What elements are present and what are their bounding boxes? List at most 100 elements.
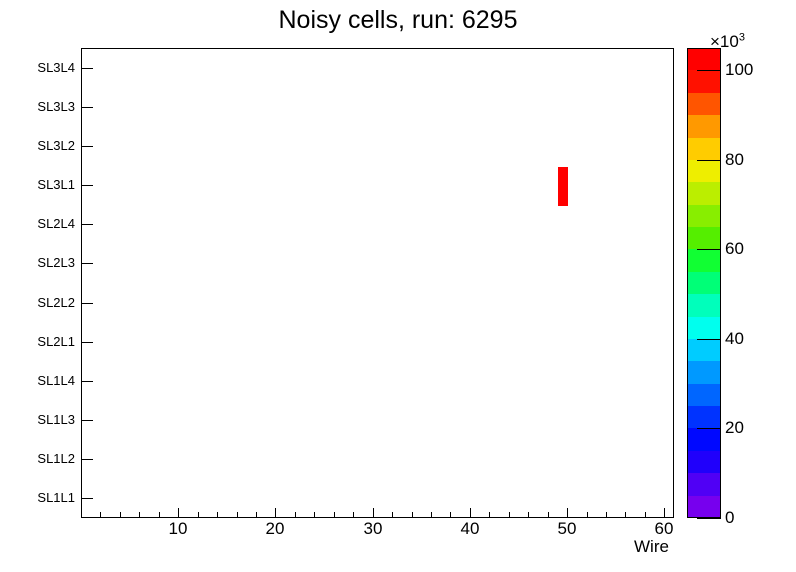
page-title: Noisy cells, run: 6295	[278, 6, 518, 34]
z-axis-tick	[697, 339, 721, 340]
x-axis-label-10: 10	[168, 519, 188, 538]
x-axis-minor-tick	[334, 512, 335, 518]
x-axis-title: Wire	[634, 537, 669, 556]
y-axis-tick	[81, 303, 93, 304]
z-axis-label-60: 60	[725, 239, 744, 258]
palette-band	[687, 361, 721, 384]
palette-band	[687, 294, 721, 317]
z-axis-label-20: 20	[725, 418, 744, 437]
y-axis-tick	[81, 68, 93, 69]
palette-band	[687, 227, 721, 250]
x-axis-label-30: 30	[363, 519, 383, 538]
z-axis-tick	[697, 518, 721, 519]
x-axis-minor-tick	[198, 512, 199, 518]
y-axis-label-sl3l2: SL3L2	[37, 138, 75, 153]
y-axis-tick	[81, 498, 93, 499]
x-axis-minor-tick	[120, 512, 121, 518]
y-axis-label-sl2l4: SL2L4	[37, 216, 75, 231]
y-axis-tick	[81, 459, 93, 460]
y-axis-label-sl3l4: SL3L4	[37, 60, 75, 75]
x-axis-minor-tick	[256, 512, 257, 518]
palette-band	[687, 204, 721, 227]
palette-band	[687, 92, 721, 116]
palette-band	[687, 428, 721, 451]
x-axis-minor-tick	[100, 512, 101, 518]
z-axis-label-0: 0	[725, 508, 735, 527]
palette-band	[687, 450, 721, 474]
x-axis-label-20: 20	[265, 519, 285, 538]
z-axis-label-100: 100	[725, 60, 754, 79]
y-axis-label-sl2l3: SL2L3	[37, 255, 75, 270]
y-axis-label-sl2l1: SL2L1	[37, 334, 75, 349]
x-axis-minor-tick	[450, 512, 451, 518]
palette-band	[687, 48, 721, 71]
y-axis-tick	[81, 263, 93, 264]
z-axis-exponent: ×103	[710, 31, 745, 51]
x-axis-minor-tick	[528, 512, 529, 518]
y-axis-label-sl1l1: SL1L1	[37, 490, 75, 505]
palette-band	[687, 249, 721, 272]
z-axis-tick	[697, 249, 721, 250]
plot-area	[82, 49, 673, 517]
x-axis-minor-tick	[217, 512, 218, 518]
z-axis-exponent-base: ×10	[710, 32, 739, 51]
x-axis-tick	[275, 508, 276, 518]
z-axis-tick	[697, 70, 721, 71]
x-axis-minor-tick	[237, 512, 238, 518]
z-axis-tick	[697, 428, 721, 429]
heatmap-cell[interactable]	[558, 167, 568, 206]
z-axis-label-80: 80	[725, 150, 744, 169]
x-axis-minor-tick	[587, 512, 588, 518]
x-axis-label-40: 40	[460, 519, 480, 538]
y-axis-tick	[81, 107, 93, 108]
x-axis-tick	[178, 508, 179, 518]
z-axis-tick	[697, 160, 721, 161]
y-axis-label-sl1l4: SL1L4	[37, 373, 75, 388]
x-axis-minor-tick	[509, 512, 510, 518]
palette-band	[687, 495, 721, 518]
x-axis-minor-tick	[645, 512, 646, 518]
x-axis-minor-tick	[295, 512, 296, 518]
x-axis-minor-tick	[314, 512, 315, 518]
x-axis-label-50: 50	[557, 519, 577, 538]
color-palette[interactable]	[687, 48, 721, 518]
x-axis-minor-tick	[548, 512, 549, 518]
x-axis-tick	[470, 508, 471, 518]
y-axis-tick	[81, 381, 93, 382]
y-axis-tick	[81, 224, 93, 225]
palette-band	[687, 70, 721, 93]
palette-band	[687, 383, 721, 406]
x-axis-minor-tick	[392, 512, 393, 518]
y-axis-label-sl1l3: SL1L3	[37, 412, 75, 427]
palette-band	[687, 115, 721, 138]
palette-band	[687, 338, 721, 362]
y-axis-tick	[81, 185, 93, 186]
y-axis-label-sl3l3: SL3L3	[37, 99, 75, 114]
palette-band	[687, 406, 721, 429]
x-axis-minor-tick	[431, 512, 432, 518]
x-axis-minor-tick	[159, 512, 160, 518]
palette-band	[687, 271, 721, 295]
x-axis-minor-tick	[353, 512, 354, 518]
palette-band	[687, 473, 721, 496]
palette-band	[687, 316, 721, 339]
x-axis-minor-tick	[489, 512, 490, 518]
palette-band	[687, 159, 721, 183]
x-axis-minor-tick	[412, 512, 413, 518]
z-axis-exponent-power: 3	[738, 31, 745, 44]
x-axis-label-60: 60	[654, 519, 674, 538]
x-axis-minor-tick	[625, 512, 626, 518]
x-axis-minor-tick	[139, 512, 140, 518]
x-axis-tick	[664, 508, 665, 518]
plot-frame	[81, 48, 674, 518]
y-axis-tick	[81, 146, 93, 147]
x-axis-tick	[373, 508, 374, 518]
z-axis-label-40: 40	[725, 329, 744, 348]
y-axis-tick	[81, 420, 93, 421]
x-axis-minor-tick	[606, 512, 607, 518]
palette-band	[687, 182, 721, 205]
y-axis-label-sl1l2: SL1L2	[37, 451, 75, 466]
x-axis-tick	[567, 508, 568, 518]
y-axis-label-sl3l1: SL3L1	[37, 177, 75, 192]
